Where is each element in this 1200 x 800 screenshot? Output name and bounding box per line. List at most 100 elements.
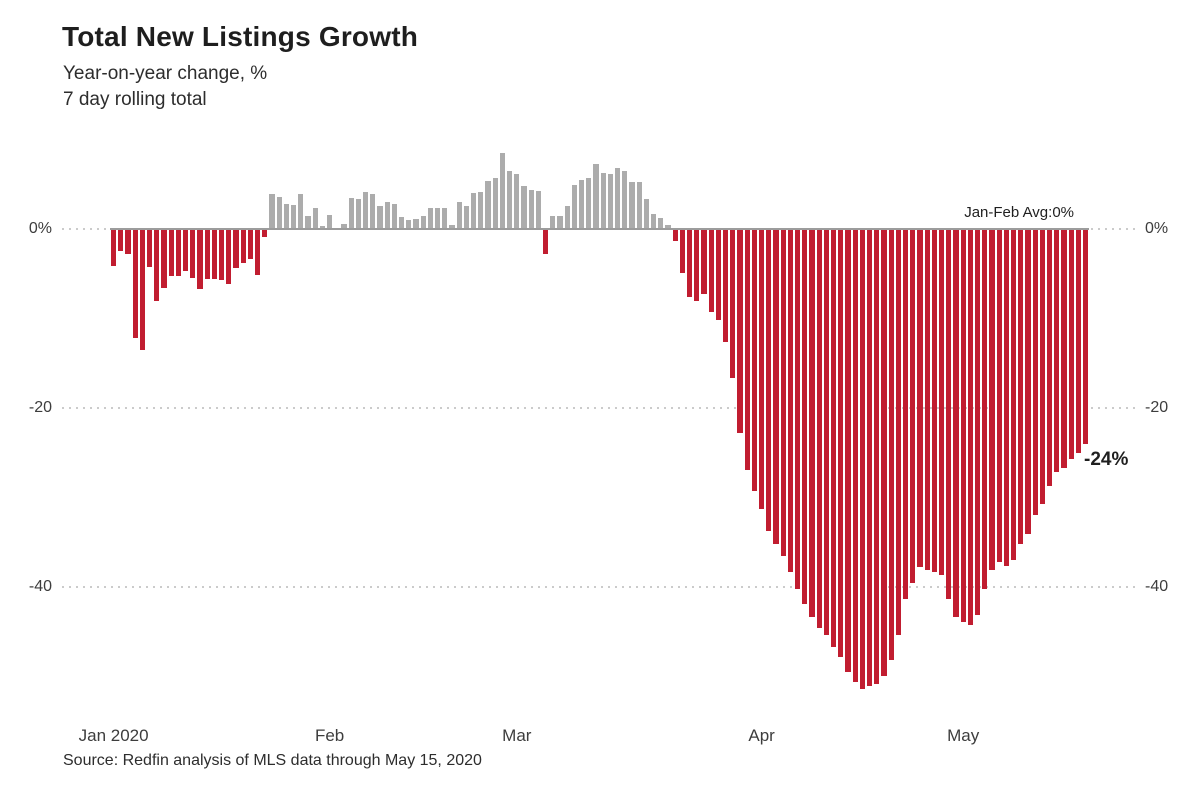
y-tick-label: -20 [28, 399, 52, 416]
bar [651, 213, 657, 229]
bar [1011, 229, 1017, 561]
bar [982, 229, 988, 589]
bar [319, 226, 325, 229]
bar [427, 207, 433, 229]
y-tick-label: -40 [28, 578, 52, 595]
bar [521, 186, 527, 229]
bar [1039, 229, 1045, 504]
bar [1068, 229, 1074, 459]
bar [391, 203, 397, 229]
bar [197, 229, 203, 289]
bar [989, 229, 995, 570]
bar [629, 181, 635, 229]
bar [600, 172, 606, 229]
bar [852, 229, 858, 682]
bar [384, 202, 390, 229]
bar [298, 194, 304, 229]
bar [737, 229, 743, 434]
bar [867, 229, 873, 687]
bar [413, 219, 419, 229]
bar [247, 229, 253, 260]
bar [672, 229, 678, 241]
bar [845, 229, 851, 673]
bar [471, 193, 477, 229]
bar [787, 229, 793, 572]
bar [615, 168, 621, 229]
bar [406, 219, 412, 229]
bar [147, 229, 153, 268]
final-value-annotation: -24% [1084, 449, 1129, 470]
bar [975, 229, 981, 615]
bar [687, 229, 693, 298]
bar [593, 163, 599, 229]
bar [1003, 229, 1009, 566]
bar [183, 229, 189, 272]
bar [111, 229, 117, 266]
jan-feb-average-annotation: Jan-Feb Avg:0% [964, 204, 1074, 221]
bar [348, 197, 354, 229]
bar [312, 207, 318, 229]
bar [442, 208, 448, 229]
bar [780, 229, 786, 556]
bar [327, 214, 333, 229]
bar [939, 229, 945, 576]
bar [507, 170, 513, 229]
bar [478, 192, 484, 229]
bar [910, 229, 916, 584]
bar [485, 180, 491, 229]
y-tick-label: -20 [1145, 399, 1169, 416]
bar [535, 190, 541, 229]
bar [528, 189, 534, 229]
y-tick-label: 0% [1145, 220, 1169, 237]
bar [564, 205, 570, 229]
bar [543, 229, 549, 255]
bar [996, 229, 1002, 562]
bar [219, 229, 225, 280]
bar [363, 192, 369, 229]
bar [816, 229, 822, 629]
month-tick-label: Apr [748, 726, 775, 745]
bar [888, 229, 894, 661]
bar [283, 203, 289, 229]
bar [240, 229, 246, 263]
bar [795, 229, 801, 589]
bar [708, 229, 714, 313]
bar [269, 194, 275, 229]
bar [499, 152, 505, 229]
bar [895, 229, 901, 636]
bar [802, 229, 808, 604]
bar [341, 223, 347, 229]
bar [557, 216, 563, 229]
month-tick-label: May [947, 726, 980, 745]
bar [766, 229, 772, 531]
bar [370, 194, 376, 229]
bar [1061, 229, 1067, 468]
bar [809, 229, 815, 617]
bar [665, 224, 671, 229]
bar [449, 224, 455, 229]
bar [773, 229, 779, 545]
bar [154, 229, 160, 302]
bar [190, 229, 196, 279]
bar [579, 179, 585, 229]
bar [255, 229, 261, 275]
bar [305, 215, 311, 229]
bar [1083, 229, 1089, 444]
bar [463, 205, 469, 229]
bar [967, 229, 973, 626]
bar [233, 229, 239, 269]
bar [694, 229, 700, 301]
chart-subtitle-rolling: 7 day rolling total [63, 89, 207, 110]
source-attribution: Source: Redfin analysis of MLS data thro… [63, 752, 482, 769]
bar [636, 182, 642, 229]
bar [132, 229, 138, 339]
gridline [62, 407, 1136, 409]
bar [917, 229, 923, 568]
bar [514, 173, 520, 229]
bar [1018, 229, 1024, 545]
bar [744, 229, 750, 470]
bar [1054, 229, 1060, 473]
bar [607, 174, 613, 229]
month-tick-label: Jan 2020 [78, 726, 149, 745]
bar [1075, 229, 1081, 453]
